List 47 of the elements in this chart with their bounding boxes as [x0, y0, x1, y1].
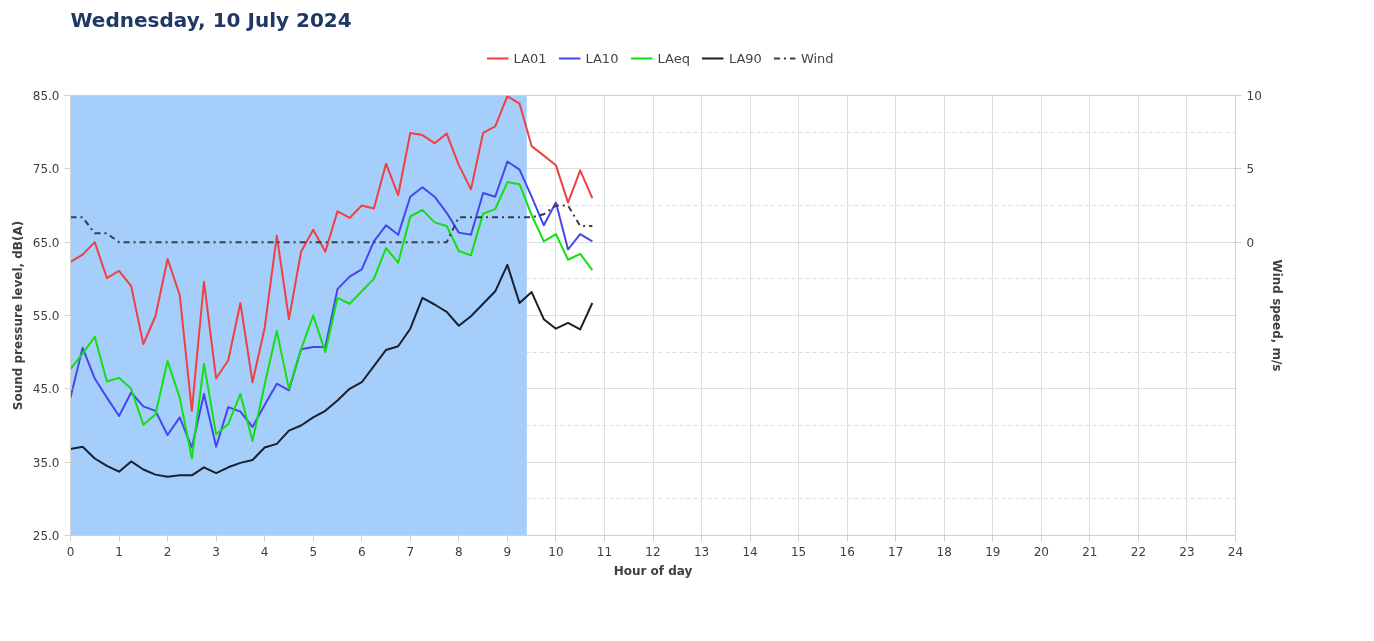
x-tick-label: 17: [888, 544, 904, 559]
x-tick-label: 21: [1082, 544, 1098, 559]
y-tick-label: 45.0: [32, 382, 60, 397]
x-tick-label: 15: [790, 544, 807, 559]
y-tick-label: 75.0: [32, 162, 60, 177]
x-tick-label: 5: [309, 544, 318, 559]
y-tick-label: 85.0: [32, 89, 60, 103]
x-tick-label: 10: [548, 544, 564, 559]
line-series: [70, 204, 594, 244]
line-series: [70, 95, 594, 412]
y-tick-label: 35.0: [32, 455, 60, 470]
y2-axis-title: Wind speed, m/s: [1269, 259, 1284, 372]
x-tick-label: 16: [839, 544, 855, 559]
x-tick-label: 24: [1227, 544, 1244, 559]
x-tick-label: 7: [406, 544, 415, 559]
x-tick-label: 0: [66, 544, 75, 559]
x-tick-label: 12: [645, 544, 661, 559]
legend-label: Wind: [800, 50, 834, 66]
x-tick-label: 11: [596, 544, 613, 559]
x-tick-label: 14: [742, 544, 758, 559]
y2-tick-label: 0: [1246, 235, 1255, 250]
x-tick-label: 9: [503, 544, 512, 559]
x-tick-label: 4: [260, 544, 269, 559]
x-tick-label: 2: [163, 544, 172, 559]
x-tick-label: 13: [693, 544, 710, 559]
x-tick-label: 8: [455, 544, 463, 559]
legend-label: LA90: [728, 50, 762, 66]
x-tick-label: 23: [1179, 544, 1195, 559]
legend-label: LA01: [513, 50, 547, 66]
y-axis-title: Sound pressure level, dB(A): [10, 220, 25, 411]
legend-label: LA10: [585, 50, 619, 66]
x-tick-label: 22: [1130, 544, 1147, 559]
x-tick-label: 20: [1033, 544, 1049, 559]
chart-title: Wednesday, 10 July 2024: [70, 7, 352, 32]
y2-tick-label: 10: [1246, 89, 1262, 103]
x-tick-label: 19: [985, 544, 1001, 559]
x-axis-title: Hour of day: [613, 563, 693, 578]
x-tick-label: 18: [936, 544, 952, 559]
legend-label: LAeq: [657, 50, 690, 66]
y-tick-label: 25.0: [32, 529, 60, 543]
line-series: [70, 263, 594, 478]
x-tick-label: 1: [115, 544, 123, 559]
x-tick-label: 6: [357, 544, 366, 559]
y-tick-label: 55.0: [32, 309, 60, 323]
x-tick-label: 3: [212, 544, 220, 559]
y-tick-label: 65.0: [32, 235, 60, 250]
y2-tick-label: 5: [1246, 162, 1255, 177]
